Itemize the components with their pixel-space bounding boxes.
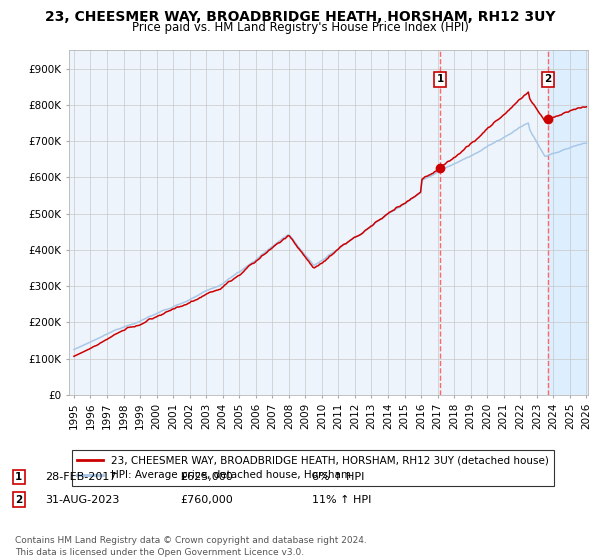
Legend: 23, CHEESMER WAY, BROADBRIDGE HEATH, HORSHAM, RH12 3UY (detached house), HPI: Av: 23, CHEESMER WAY, BROADBRIDGE HEATH, HOR…: [71, 450, 554, 486]
Text: 23, CHEESMER WAY, BROADBRIDGE HEATH, HORSHAM, RH12 3UY: 23, CHEESMER WAY, BROADBRIDGE HEATH, HOR…: [45, 10, 555, 24]
Text: Price paid vs. HM Land Registry's House Price Index (HPI): Price paid vs. HM Land Registry's House …: [131, 21, 469, 34]
Text: £625,000: £625,000: [180, 472, 233, 482]
Text: 31-AUG-2023: 31-AUG-2023: [45, 494, 119, 505]
Text: 6% ↑ HPI: 6% ↑ HPI: [312, 472, 364, 482]
Bar: [548, 50, 595, 395]
Text: 2: 2: [15, 494, 22, 505]
Text: 1: 1: [437, 74, 444, 85]
Text: £760,000: £760,000: [180, 494, 233, 505]
Text: 1: 1: [15, 472, 22, 482]
Text: Contains HM Land Registry data © Crown copyright and database right 2024.
This d: Contains HM Land Registry data © Crown c…: [15, 536, 367, 557]
Text: 28-FEB-2017: 28-FEB-2017: [45, 472, 116, 482]
Text: 11% ↑ HPI: 11% ↑ HPI: [312, 494, 371, 505]
Text: 2: 2: [544, 74, 551, 85]
